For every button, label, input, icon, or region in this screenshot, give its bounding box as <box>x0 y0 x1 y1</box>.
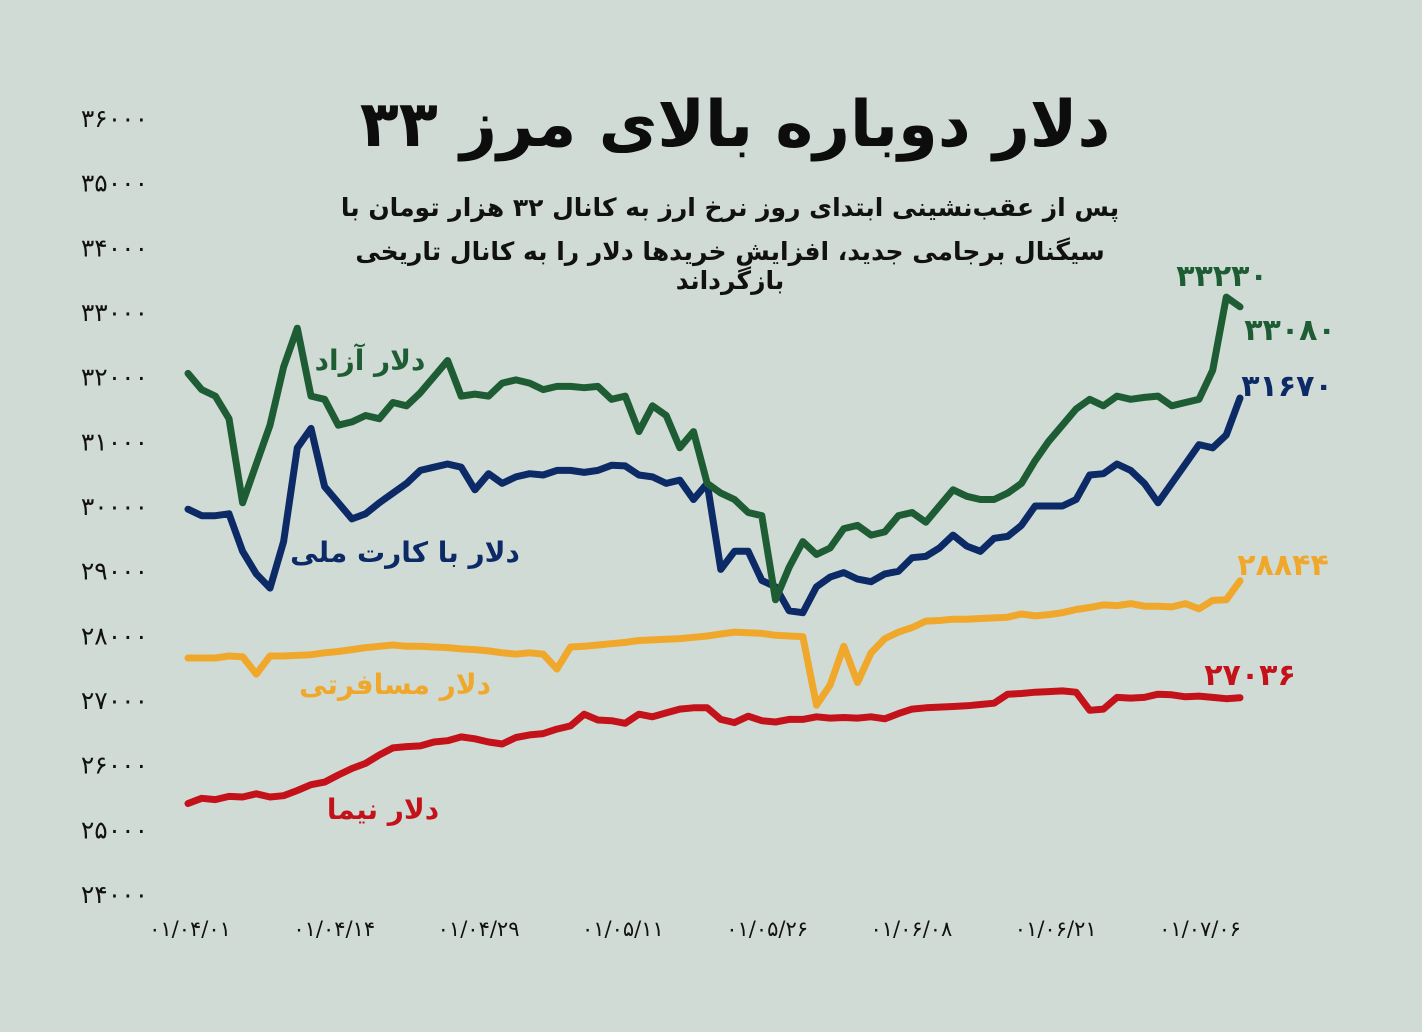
y-tick-label: ۳۳۰۰۰ <box>81 298 148 327</box>
y-tick-label: ۳۰۰۰۰ <box>81 492 148 521</box>
series-name-label: دلار با کارت ملی <box>290 536 520 569</box>
series-end-value-label: ۳۳۰۸۰ <box>1244 313 1336 348</box>
series-line <box>184 394 1244 617</box>
series-lines <box>184 293 1244 807</box>
x-tick-label: ۰۱/۰۴/۲۹ <box>438 917 520 941</box>
series-end-value-label: ۲۷۰۳۶ <box>1204 658 1296 693</box>
x-tick-label: ۰۱/۰۷/۰۶ <box>1159 917 1241 941</box>
series-labels: دلار آزاد دلار با کارت ملی دلار مسافرتی دلا… <box>290 259 1336 826</box>
series-name-label: دلار آزاد <box>315 343 426 377</box>
chart-subtitle-line-1: پس از عقب‌نشینی ابتدای روز نرخ ارز به کا… <box>340 193 1120 222</box>
y-axis-ticks: ۳۶۰۰۰ ۳۵۰۰۰ ۳۴۰۰۰ ۳۳۰۰۰ ۳۲۰۰۰ ۳۱۰۰۰ ۳۰۰۰۰ ۲۹۰۰۰… <box>81 104 148 909</box>
series-name-label: دلار نیما <box>327 793 439 826</box>
y-tick-label: ۲۶۰۰۰ <box>81 751 148 780</box>
x-tick-label: ۰۱/۰۴/۰۱ <box>149 917 231 941</box>
y-tick-label: ۳۱۰۰۰ <box>81 427 148 456</box>
series-line <box>184 293 1244 604</box>
y-tick-label: ۲۷۰۰۰ <box>81 686 148 715</box>
series-name-label: دلار مسافرتی <box>299 668 491 701</box>
y-tick-label: ۲۵۰۰۰ <box>81 815 148 844</box>
y-tick-label: ۳۶۰۰۰ <box>81 104 148 133</box>
series-end-value-label: ۳۱۶۷۰ <box>1241 369 1333 404</box>
x-tick-label: ۰۱/۰۶/۲۱ <box>1015 917 1097 941</box>
y-tick-label: ۲۹۰۰۰ <box>81 557 148 586</box>
chart-subtitle-line-2: سیگنال برجامی جدید، افزایش خریدها دلار ر… <box>355 237 1105 295</box>
y-tick-label: ۳۴۰۰۰ <box>81 233 148 262</box>
x-tick-label: ۰۱/۰۴/۱۴ <box>293 917 375 941</box>
y-tick-label: ۳۲۰۰۰ <box>81 363 148 392</box>
series-line <box>184 687 1244 807</box>
series-line <box>184 577 1244 709</box>
x-tick-label: ۰۱/۰۵/۱۱ <box>582 917 664 941</box>
x-axis-ticks: ۰۱/۰۴/۰۱ ۰۱/۰۴/۱۴ ۰۱/۰۴/۲۹ ۰۱/۰۵/۱۱ ۰۱/۰۵/۲۶… <box>149 917 1241 941</box>
series-end-value-label: ۳۳۲۳۰ <box>1176 259 1268 294</box>
y-tick-label: ۲۴۰۰۰ <box>81 880 148 909</box>
chart-title: دلار دوباره بالای مرز ۳۳ <box>359 88 1111 162</box>
x-tick-label: ۰۱/۰۵/۲۶ <box>726 917 808 941</box>
series-end-value-label: ۲۸۸۴۴ <box>1237 548 1329 583</box>
y-tick-label: ۳۵۰۰۰ <box>81 169 148 198</box>
y-tick-label: ۲۸۰۰۰ <box>81 621 148 650</box>
x-tick-label: ۰۱/۰۶/۰۸ <box>871 917 953 941</box>
